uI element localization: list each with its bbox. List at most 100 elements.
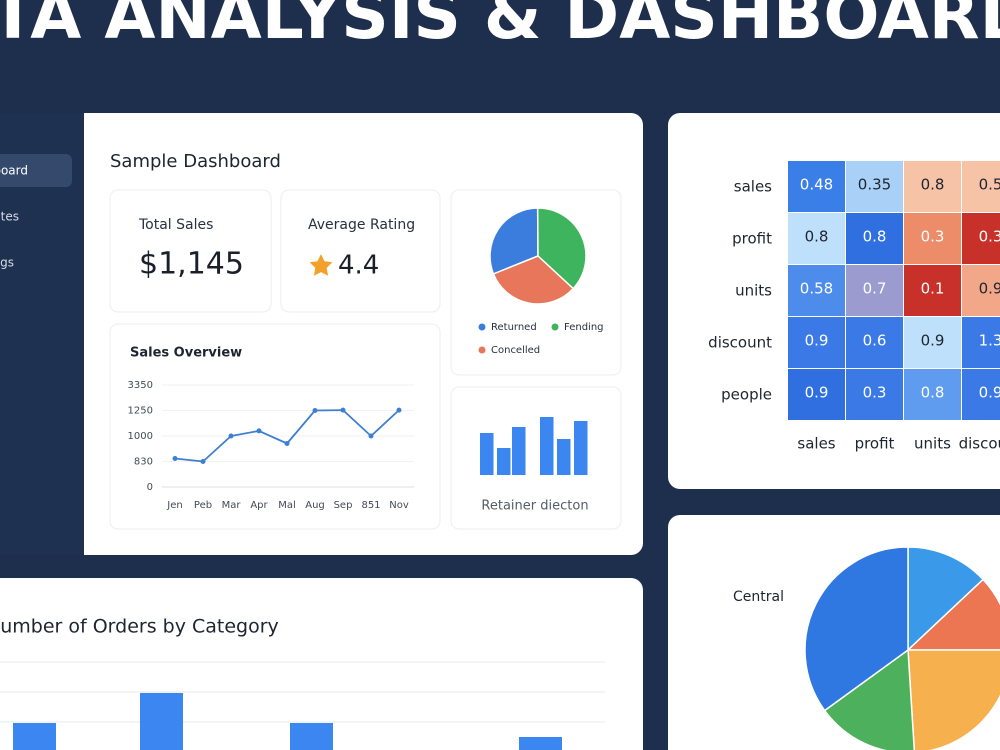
heatmap-cell: [846, 213, 903, 264]
cell-label: 0.1: [921, 280, 945, 298]
sidebar: [0, 113, 84, 555]
orders-title: Number of Orders by Category: [0, 616, 279, 638]
x-tick-label: Jen: [166, 500, 182, 511]
cell-label: 0.48: [800, 176, 833, 194]
sidebar-item[interactable]: Favorites: [0, 210, 19, 224]
heatmap-cell: [904, 265, 961, 316]
legend-label: Fending: [564, 322, 604, 333]
x-tick-label: Sep: [334, 500, 353, 511]
row-label: sales: [734, 178, 772, 196]
heatmap-cell: [962, 317, 1000, 368]
bar: [557, 439, 571, 475]
sidebar-active: [0, 154, 72, 187]
row-label: people: [721, 386, 772, 404]
heatmap-cell: [846, 317, 903, 368]
row-label: units: [735, 282, 772, 300]
col-label: discount: [959, 435, 1000, 453]
cell-label: 0.6: [863, 332, 887, 350]
row-label: profit: [732, 230, 772, 248]
bar: [540, 417, 554, 475]
y-tick-label: 830: [134, 457, 153, 468]
heatmap-cell: [788, 265, 845, 316]
pie-label: Central: [733, 589, 784, 605]
col-label: sales: [797, 435, 835, 453]
line-card: [109, 323, 441, 530]
heatmap-cell: [962, 369, 1000, 420]
heatmap-cell: [788, 369, 845, 420]
line-point: [312, 408, 318, 413]
heatmap-cell: [788, 161, 845, 212]
bar: [574, 421, 588, 475]
heatmap-cell: [846, 161, 903, 212]
cell-label: 0.8: [921, 176, 945, 194]
row-label: discount: [708, 334, 772, 352]
kpi-value: $1,145: [139, 247, 244, 282]
kpi-label: Average Rating: [308, 217, 415, 233]
x-tick-label: Mal: [278, 500, 296, 511]
heatmap-cell: [962, 161, 1000, 212]
x-tick-label: Apr: [250, 500, 268, 511]
pie-slice: [907, 546, 985, 652]
cell-label: 0.3: [921, 228, 945, 246]
cell-label: 0.58: [800, 280, 833, 298]
bar: [13, 723, 56, 750]
pie-slice: [823, 648, 916, 750]
line-title: Sales Overview: [130, 346, 242, 361]
line-point: [200, 459, 206, 464]
line-point: [284, 441, 290, 446]
bar: [512, 427, 526, 475]
page-title: DATA ANALYSIS & DASHBOARD: [0, 0, 1000, 54]
col-label: units: [914, 435, 951, 453]
sidebar-item[interactable]: Settings: [0, 256, 14, 270]
cell-label: 0.7: [863, 280, 887, 298]
cell-label: 0.9: [921, 332, 945, 350]
x-tick-label: 851: [361, 500, 380, 511]
cell-label: 0.8: [863, 228, 887, 246]
heatmap-cell: [904, 213, 961, 264]
line-point: [172, 456, 178, 461]
heatmap-cell: [788, 317, 845, 368]
kpi-label: Total Sales: [138, 217, 213, 233]
heatmap-cell: [962, 213, 1000, 264]
cell-label: 0.8: [921, 384, 945, 402]
y-tick-label: 1250: [128, 406, 153, 417]
line-point: [340, 407, 346, 413]
star-icon: [309, 254, 333, 276]
line-point: [368, 433, 374, 439]
y-tick-label: 0: [147, 482, 153, 493]
heatmap-cell: [904, 317, 961, 368]
legend-label: Concelled: [491, 345, 540, 356]
legend-swatch: [478, 346, 486, 354]
cell-label: 0.9: [979, 384, 1000, 402]
line-point: [396, 407, 402, 413]
kpi-card: [280, 189, 441, 313]
heatmap-cell: [846, 369, 903, 420]
col-label: profit: [855, 435, 895, 453]
pie-slice: [907, 649, 1000, 750]
pie-slice: [906, 578, 1000, 651]
cell-label: 0.9: [805, 332, 829, 350]
bar: [480, 433, 494, 475]
pie-slice: [804, 546, 909, 712]
legend-swatch: [551, 323, 559, 331]
cell-label: 0.9: [805, 384, 829, 402]
bar: [140, 693, 183, 750]
cell-label: 0.5: [979, 176, 1000, 194]
legend-swatch: [478, 323, 486, 331]
bar: [519, 737, 562, 750]
sidebar-item[interactable]: Dashboard: [0, 164, 28, 178]
bar-label: Retainer diecton: [481, 499, 588, 514]
cell-label: 0.3: [863, 384, 887, 402]
heatmap-cell: [904, 369, 961, 420]
pie-slice: [492, 255, 575, 305]
heatmap-cell: [846, 265, 903, 316]
heatmap-cell: [962, 265, 1000, 316]
x-tick-label: Nov: [389, 500, 409, 511]
cell-label: 1.3: [979, 332, 1000, 350]
legend-label: Returned: [491, 322, 537, 333]
cell-label: 0.9: [979, 280, 1000, 298]
heatmap-cell: [788, 213, 845, 264]
x-tick-label: Aug: [305, 500, 325, 511]
